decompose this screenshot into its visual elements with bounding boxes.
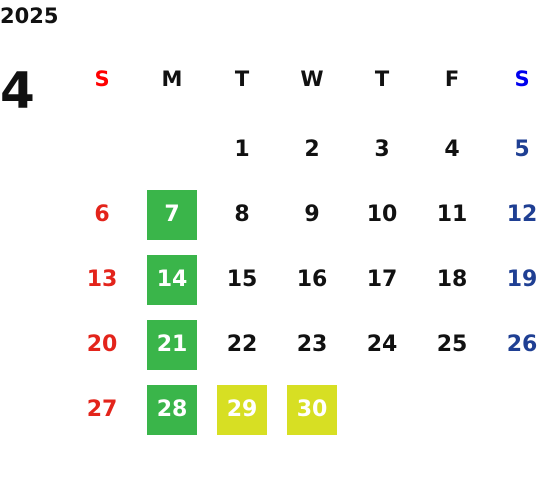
weekday-label: M (162, 67, 183, 91)
day-number: 19 (507, 267, 538, 292)
day-highlight (147, 190, 197, 240)
day-number: 16 (297, 267, 328, 292)
day-number: 27 (87, 397, 118, 422)
day-number: 28 (157, 397, 188, 422)
day-number: 13 (87, 267, 118, 292)
day-number: 25 (437, 332, 468, 357)
weekday-label: T (375, 67, 390, 91)
weekday-label: T (235, 67, 250, 91)
day-highlight (147, 320, 197, 370)
day-number: 29 (227, 397, 258, 422)
day-number: 20 (87, 332, 118, 357)
day-number: 17 (367, 267, 398, 292)
day-number: 26 (507, 332, 538, 357)
day-number: 24 (367, 332, 398, 357)
day-number: 7 (164, 202, 179, 227)
weekday-label: F (445, 67, 459, 91)
day-highlight (147, 385, 197, 435)
day-highlight (147, 255, 197, 305)
day-highlight (287, 385, 337, 435)
day-number: 4 (444, 137, 459, 162)
day-number: 3 (374, 137, 389, 162)
day-number: 30 (297, 397, 328, 422)
day-number: 1 (234, 137, 249, 162)
month: 4 (0, 62, 35, 120)
day-number: 14 (157, 267, 188, 292)
day-number: 23 (297, 332, 328, 357)
day-number: 6 (94, 202, 109, 227)
day-number: 21 (157, 332, 188, 357)
day-number: 15 (227, 267, 258, 292)
year: 2025 (0, 4, 58, 28)
day-number: 18 (437, 267, 468, 292)
weekday-label: S (94, 67, 109, 91)
day-highlight (217, 385, 267, 435)
day-number: 9 (304, 202, 319, 227)
day-number: 8 (234, 202, 249, 227)
day-number: 10 (367, 202, 398, 227)
day-number: 11 (437, 202, 468, 227)
day-number: 2 (304, 137, 319, 162)
day-number: 22 (227, 332, 258, 357)
day-number: 5 (514, 137, 529, 162)
weekday-label: S (514, 67, 529, 91)
day-number: 12 (507, 202, 538, 227)
weekday-label: W (300, 67, 323, 91)
